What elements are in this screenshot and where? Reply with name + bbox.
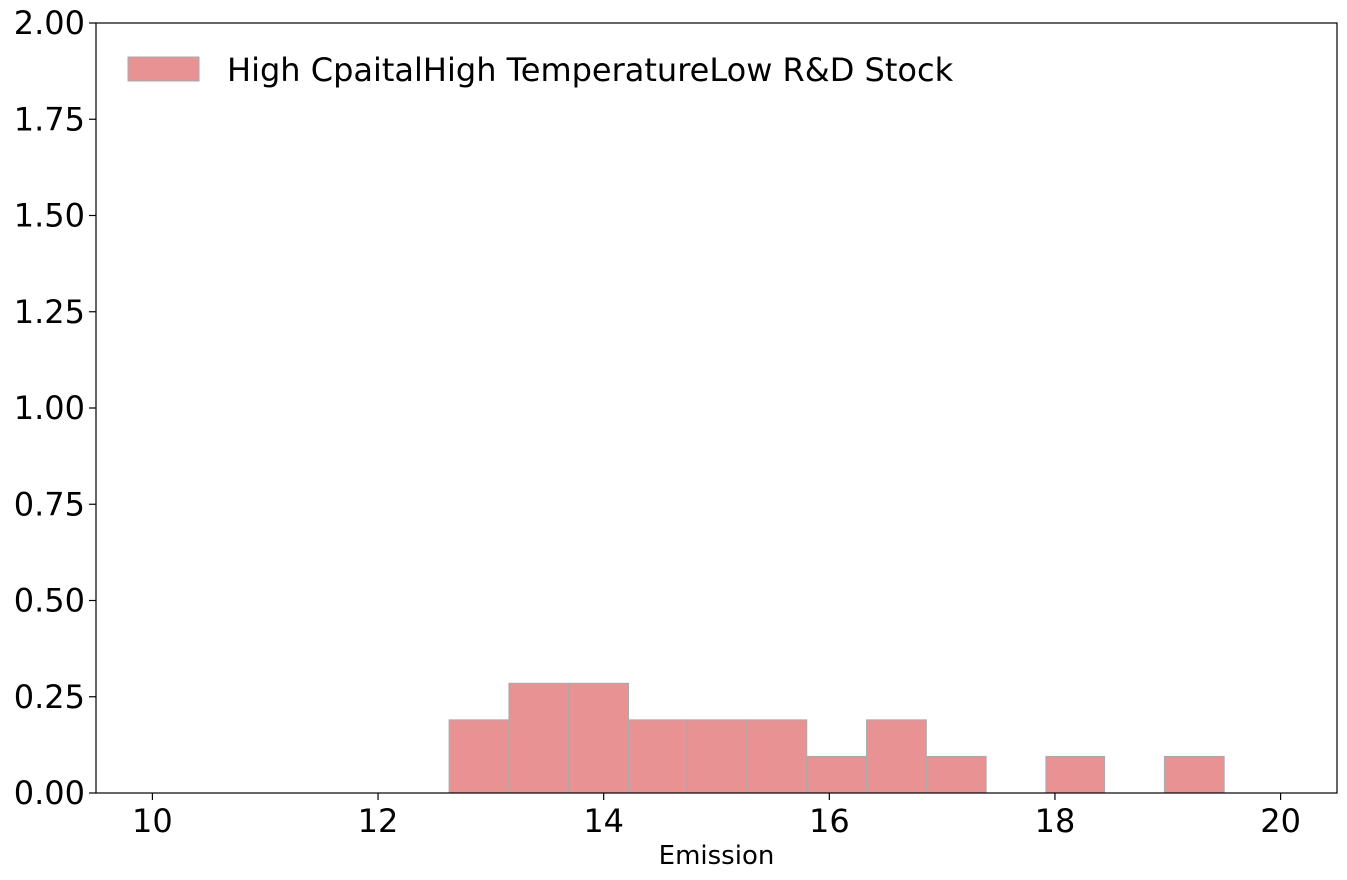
histogram-bar xyxy=(628,719,688,794)
histogram-bar xyxy=(806,755,868,794)
y-axis-ticks: 0.00 0.25 0.50 0.75 1.00 1.25 1.50 1.75 2.00 xyxy=(14,4,96,812)
x-axis-ticks: 10 12 14 16 18 20 xyxy=(132,793,1301,840)
x-tick-label: 14 xyxy=(583,802,624,840)
histogram-bar xyxy=(686,719,748,794)
legend-swatch xyxy=(127,56,200,82)
y-tick-label: 1.00 xyxy=(14,389,85,427)
x-tick-label: 20 xyxy=(1260,802,1301,840)
x-tick-label: 16 xyxy=(809,802,850,840)
x-tick-label: 12 xyxy=(358,802,399,840)
x-tick-label: 10 xyxy=(132,802,173,840)
plot-frame xyxy=(95,22,1338,794)
histogram-bar xyxy=(746,719,808,794)
bars-group xyxy=(448,682,1225,794)
y-tick-label: 1.75 xyxy=(14,100,85,138)
histogram-bar xyxy=(568,682,630,794)
histogram-bar xyxy=(508,682,570,794)
histogram-bar xyxy=(1045,755,1106,794)
x-tick-label: 18 xyxy=(1035,802,1076,840)
y-tick-label: 0.00 xyxy=(14,774,85,812)
y-tick-label: 0.75 xyxy=(14,485,85,523)
x-axis-title: Emission xyxy=(659,841,775,871)
histogram-bar xyxy=(866,719,927,794)
histogram-bar xyxy=(925,755,987,794)
y-tick-label: 1.25 xyxy=(14,293,85,331)
histogram-bar xyxy=(1163,755,1225,794)
y-tick-label: 2.00 xyxy=(14,4,85,42)
legend: High CpaitalHigh TemperatureLow R&D Stoc… xyxy=(127,51,954,89)
y-tick-label: 0.50 xyxy=(14,582,85,620)
y-tick-label: 1.50 xyxy=(14,197,85,235)
legend-label: High CpaitalHigh TemperatureLow R&D Stoc… xyxy=(227,51,954,89)
histogram-bar xyxy=(448,719,510,794)
y-tick-label: 0.25 xyxy=(14,678,85,716)
